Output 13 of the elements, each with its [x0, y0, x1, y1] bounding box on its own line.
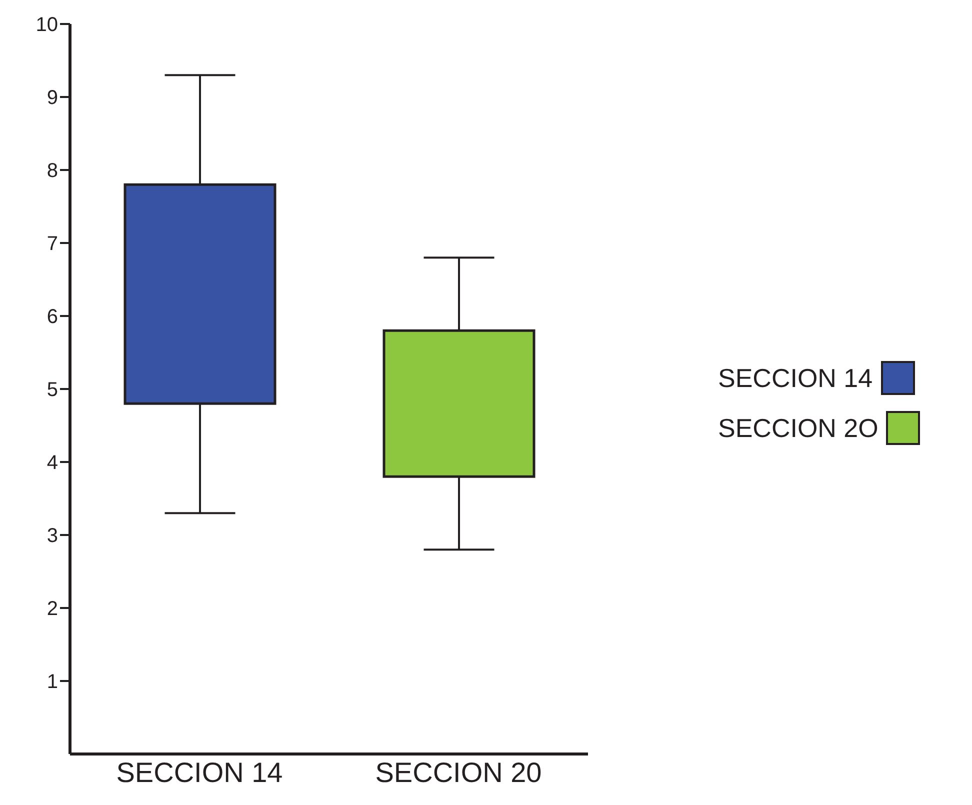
y-tick-label: 5 — [46, 379, 58, 402]
y-tick-label: 2 — [46, 598, 58, 620]
y-tick-label: 9 — [46, 87, 58, 110]
legend-label: SECCION 2O — [718, 412, 878, 444]
x-tick-label: SECCION 20 — [375, 756, 542, 788]
y-tick-label: 6 — [46, 306, 58, 328]
y-tick-label: 4 — [46, 452, 58, 474]
y-tick-label: 1 — [46, 671, 58, 694]
y-tick-label: 7 — [46, 233, 58, 256]
y-tick-label: 10 — [36, 14, 58, 36]
y-tick-label: 3 — [46, 525, 58, 548]
y-tick-label: 8 — [46, 160, 58, 182]
legend-label: SECCION 14 — [718, 362, 873, 394]
